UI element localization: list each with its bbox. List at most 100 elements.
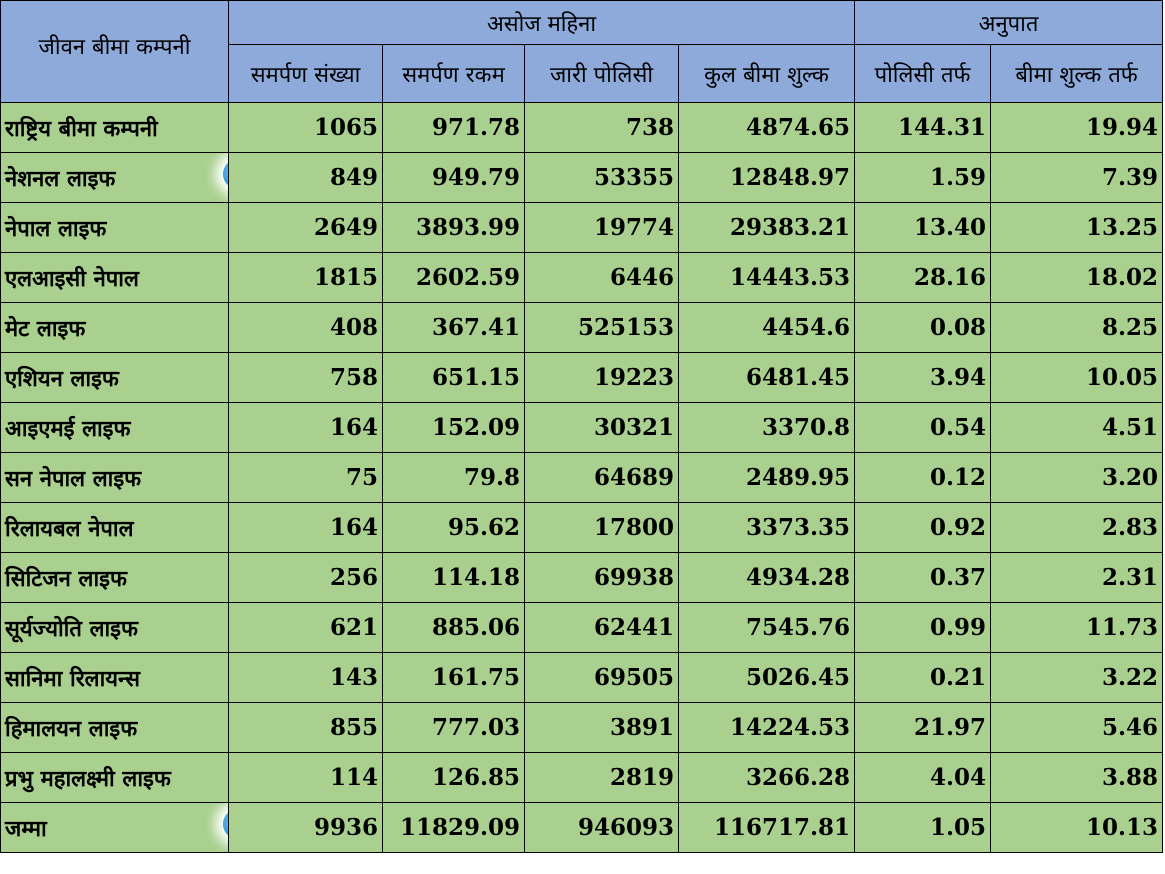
value-cell: 53355	[524, 152, 679, 203]
value-cell: 64689	[524, 452, 679, 503]
value-cell: 2489.95	[677, 452, 856, 503]
header-col: जारी पोलिसी	[524, 44, 679, 103]
company-name-cell: प्रभु महालक्ष्मी लाइफ	[0, 752, 229, 803]
value-cell: 3.22	[990, 652, 1164, 703]
value-cell: 849	[228, 152, 383, 203]
value-cell: 143	[228, 652, 383, 703]
company-name: जम्मा	[5, 815, 47, 842]
table-row: एशियन लाइफ 758 651.15 19223 6481.45 3.94 10.05	[0, 352, 1164, 403]
value-cell: 1.59	[854, 152, 992, 203]
company-name-cell: एलआइसी नेपाल	[0, 252, 229, 303]
value-cell: 29383.21	[677, 202, 856, 253]
value-cell: 14443.53	[677, 252, 856, 303]
value-cell: 1.05	[854, 802, 992, 853]
value-cell: 855	[228, 702, 383, 753]
table-row: हिमालयन लाइफ 855 777.03 3891 14224.53 21.97 5.…	[0, 702, 1164, 753]
value-cell: 144.31	[854, 102, 992, 153]
company-name: प्रभु महालक्ष्मी लाइफ	[5, 765, 171, 792]
value-cell: 5.46	[990, 702, 1164, 753]
value-cell: 75	[228, 452, 383, 503]
value-cell: 3893.99	[382, 202, 525, 253]
value-cell: 5026.45	[677, 652, 856, 703]
value-cell: 621	[228, 602, 383, 653]
value-cell: 256	[228, 552, 383, 603]
table-row: आइएमई लाइफ 164 152.09 30321 3370.8 0.54 4.51	[0, 402, 1164, 453]
header-group-month: असोज महिना	[227, 0, 856, 45]
value-cell: 946093	[524, 802, 679, 853]
value-cell: 164	[228, 502, 383, 553]
bfis-logo-icon: b	[222, 159, 228, 189]
value-cell: 0.54	[854, 402, 992, 453]
company-name: हिमालयन लाइफ	[5, 715, 138, 742]
value-cell: 2.31	[990, 552, 1164, 603]
value-cell: 3266.28	[677, 752, 856, 803]
value-cell: 758	[228, 352, 383, 403]
value-cell: 2649	[228, 202, 383, 253]
value-cell: 2.83	[990, 502, 1164, 553]
value-cell: 69505	[524, 652, 679, 703]
company-name-cell: मेट लाइफ	[0, 302, 229, 353]
bfis-news-watermark: bBFISNEWS	[222, 159, 228, 189]
company-name: एशियन लाइफ	[5, 365, 119, 392]
company-name-cell: रिलायबल नेपाल	[0, 502, 229, 553]
value-cell: 3.94	[854, 352, 992, 403]
table-row: सूर्यज्योति लाइफ 621 885.06 62441 7545.76 0.9…	[0, 602, 1164, 653]
value-cell: 408	[228, 302, 383, 353]
company-name: मेट लाइफ	[5, 315, 86, 342]
value-cell: 2819	[524, 752, 679, 803]
value-cell: 19223	[524, 352, 679, 403]
table-body: राष्ट्रिय बीमा कम्पनी 1065 971.78 738 4874.6…	[0, 102, 1164, 853]
value-cell: 10.13	[990, 802, 1164, 853]
value-cell: 152.09	[382, 402, 525, 453]
table-row: रिलायबल नेपाल 164 95.62 17800 3373.35 0.92 2.8…	[0, 502, 1164, 553]
table-row: नेशनल लाइफ bBFISNEWS849949.795335512848.9…	[0, 152, 1164, 203]
company-name-cell: सिटिजन लाइफ	[0, 552, 229, 603]
value-cell: 13.40	[854, 202, 992, 253]
table-row: नेपाल लाइफ 2649 3893.99 19774 29383.21 13.40 1…	[0, 202, 1164, 253]
value-cell: 7545.76	[677, 602, 856, 653]
bfis-logo-icon: b	[222, 809, 228, 839]
header-col: समर्पण रकम	[382, 44, 525, 103]
company-name: सिटिजन लाइफ	[5, 565, 127, 592]
value-cell: 0.99	[854, 602, 992, 653]
value-cell: 4.04	[854, 752, 992, 803]
value-cell: 949.79	[382, 152, 525, 203]
value-cell: 7.39	[990, 152, 1164, 203]
value-cell: 19.94	[990, 102, 1164, 153]
table-row: सानिमा रिलायन्स 143 161.75 69505 5026.45 0.21…	[0, 652, 1164, 703]
company-name-cell: सानिमा रिलायन्स	[0, 652, 229, 703]
company-name-cell: सूर्यज्योति लाइफ	[0, 602, 229, 653]
value-cell: 12848.97	[677, 152, 856, 203]
value-cell: 13.25	[990, 202, 1164, 253]
table-row: एलआइसी नेपाल 1815 2602.59 6446 14443.53 28.16…	[0, 252, 1164, 303]
company-name: नेपाल लाइफ	[5, 215, 107, 242]
header-group-ratio: अनुपात	[854, 0, 1164, 45]
company-name-cell: हिमालयन लाइफ	[0, 702, 229, 753]
value-cell: 30321	[524, 402, 679, 453]
value-cell: 11.73	[990, 602, 1164, 653]
value-cell: 18.02	[990, 252, 1164, 303]
company-name: नेशनल लाइफ	[5, 165, 116, 192]
value-cell: 21.97	[854, 702, 992, 753]
value-cell: 17800	[524, 502, 679, 553]
value-cell: 3373.35	[677, 502, 856, 553]
company-name: रिलायबल नेपाल	[5, 515, 134, 542]
value-cell: 6446	[524, 252, 679, 303]
header-col: पोलिसी तर्फ	[854, 44, 992, 103]
value-cell: 0.21	[854, 652, 992, 703]
company-name: राष्ट्रिय बीमा कम्पनी	[5, 115, 158, 142]
company-name-cell: जम्मा bBFISNEWS	[0, 802, 229, 853]
table-row: सिटिजन लाइफ 256 114.18 69938 4934.28 0.37 2.31	[0, 552, 1164, 603]
table-row: जम्मा bBFISNEWS993611829.09946093116717.8…	[0, 802, 1164, 853]
value-cell: 0.37	[854, 552, 992, 603]
value-cell: 738	[524, 102, 679, 153]
value-cell: 0.92	[854, 502, 992, 553]
value-cell: 0.08	[854, 302, 992, 353]
company-name: सानिमा रिलायन्स	[5, 665, 141, 692]
company-name-cell: सन नेपाल लाइफ	[0, 452, 229, 503]
value-cell: 161.75	[382, 652, 525, 703]
header-col: बीमा शुल्क तर्फ	[990, 44, 1164, 103]
header-col: समर्पण संख्या	[228, 44, 383, 103]
value-cell: 2602.59	[382, 252, 525, 303]
table-row: राष्ट्रिय बीमा कम्पनी 1065 971.78 738 4874.6…	[0, 102, 1164, 153]
